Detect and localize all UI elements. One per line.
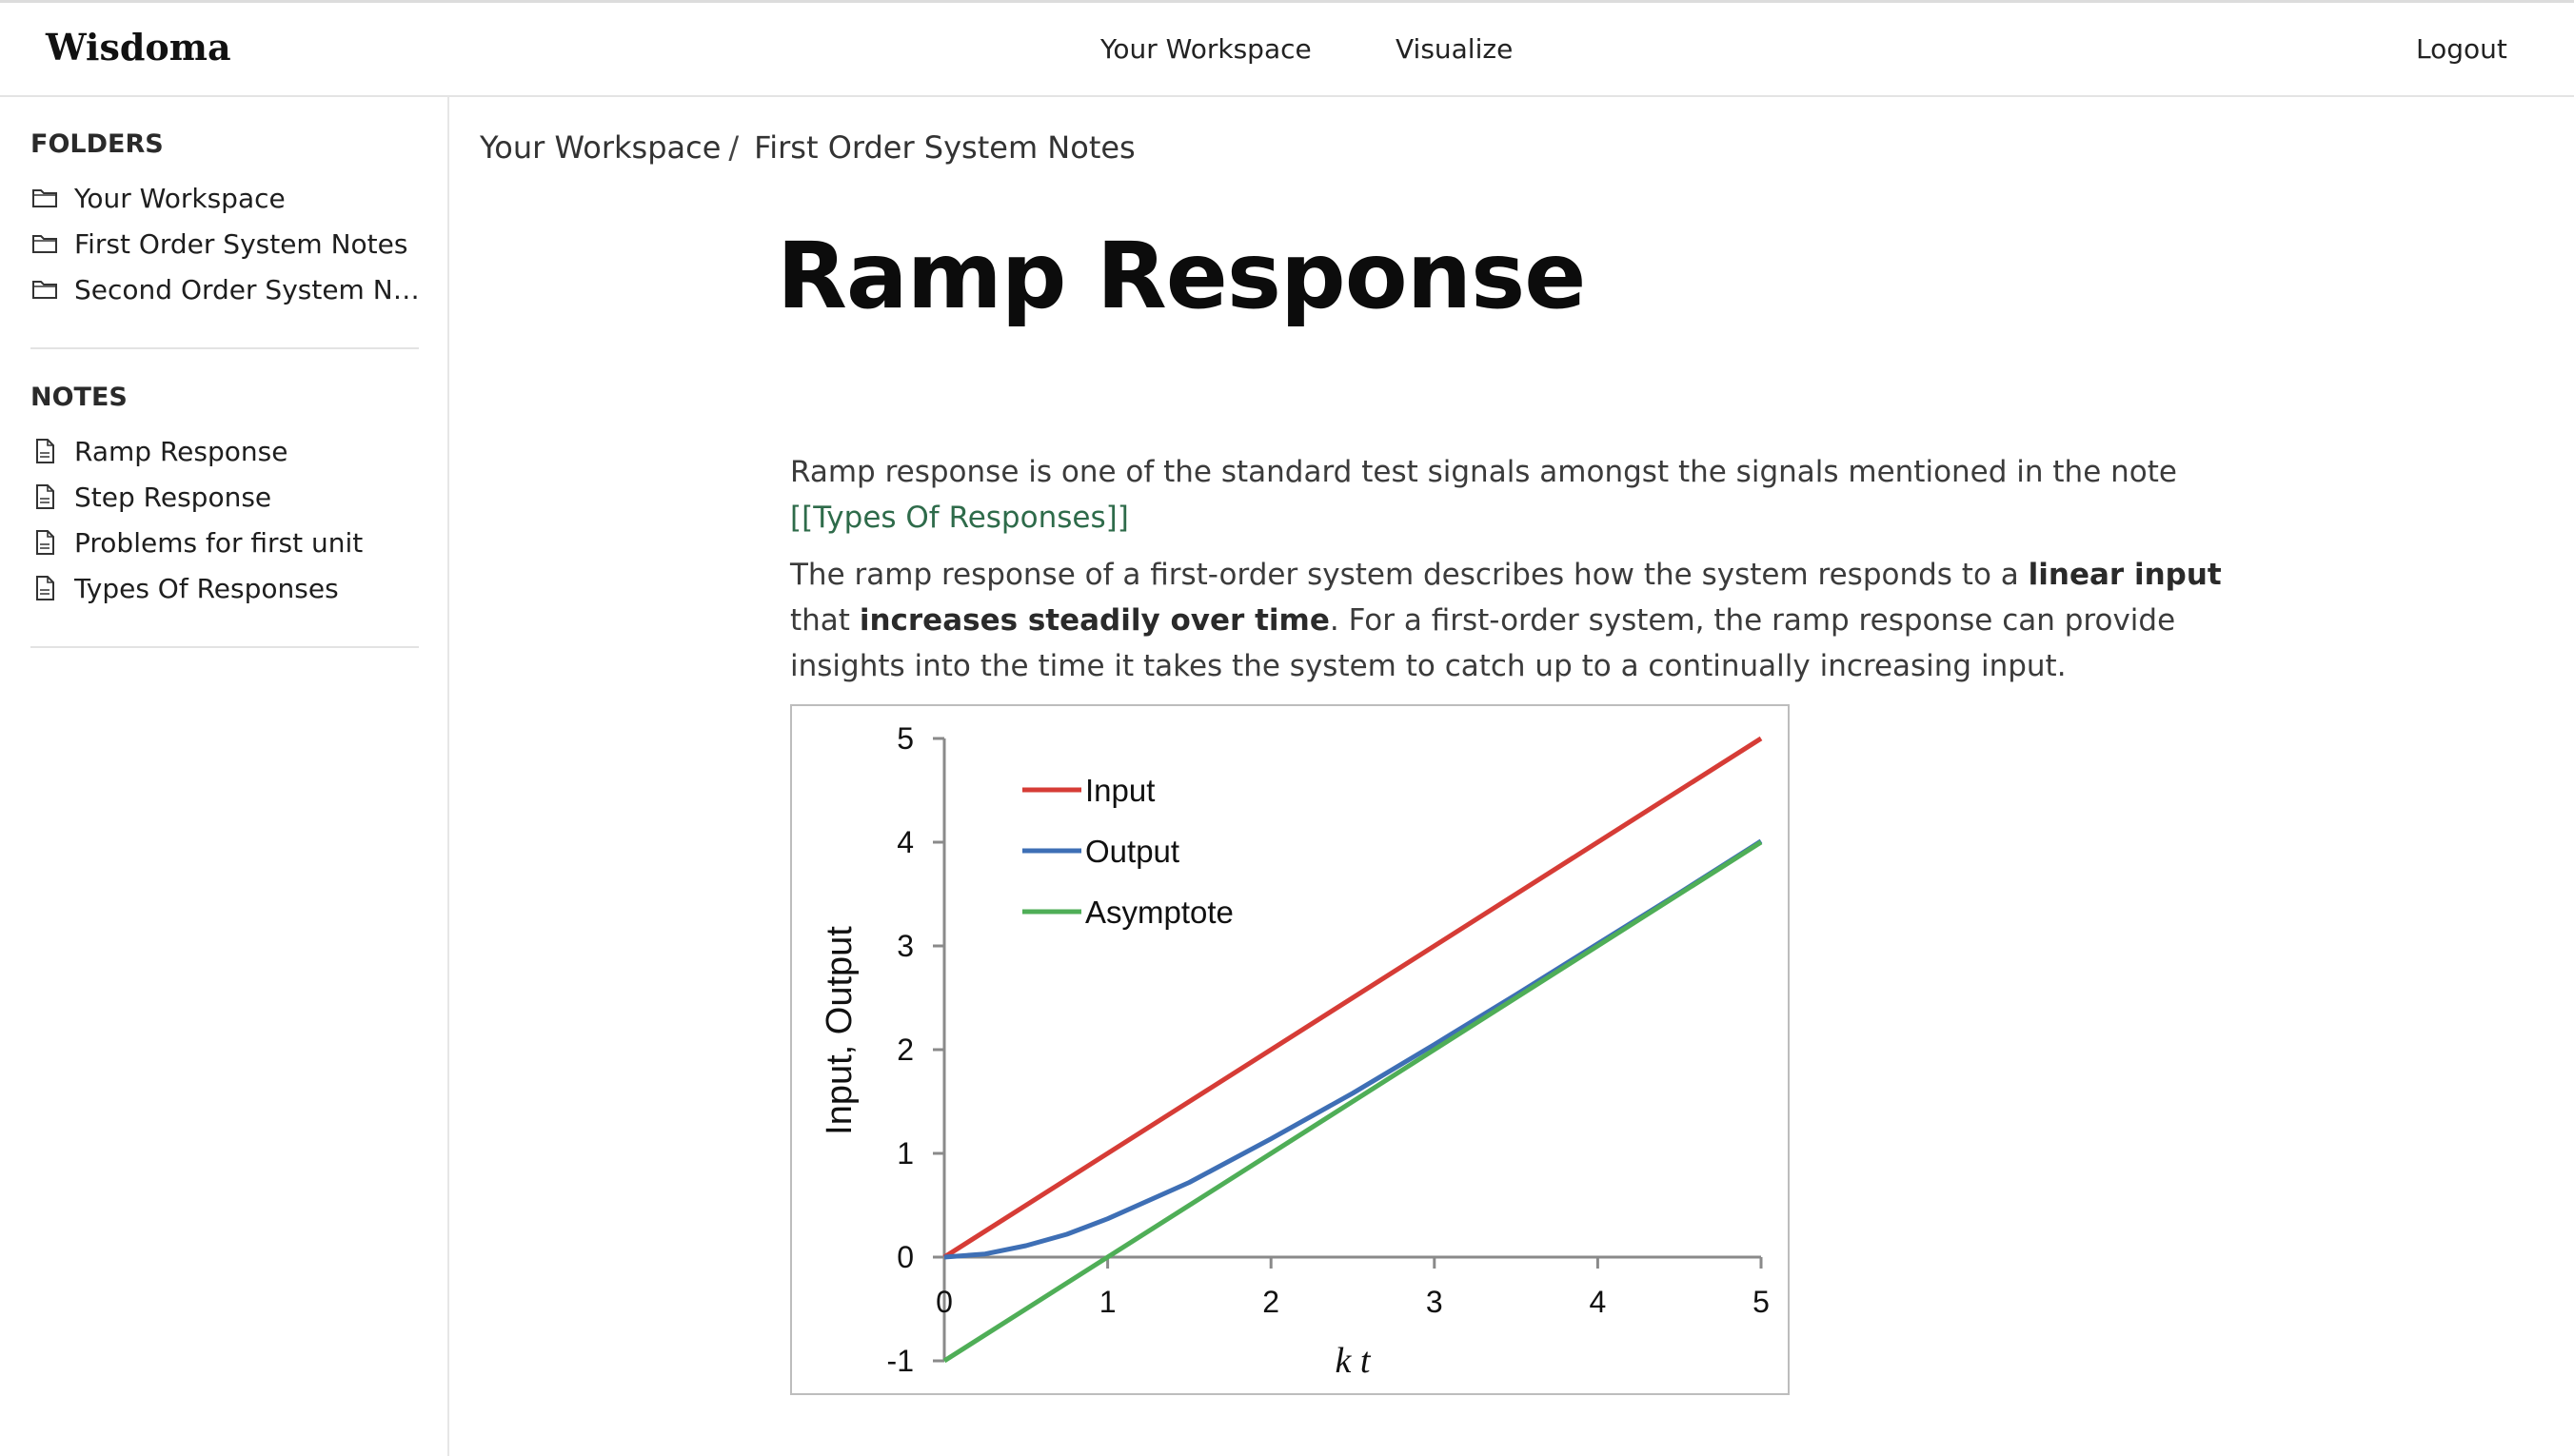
folder-label: First Order System Notes (74, 227, 408, 260)
series-line-asymptote (942, 839, 1763, 1364)
paragraph-1: Ramp response is one of the standard tes… (790, 449, 2275, 541)
y-tick-label: 3 (897, 929, 914, 963)
x-axis-label: k t (1336, 1341, 1372, 1381)
top-navbar: Wisdoma Your Workspace Visualize Logout (0, 0, 2574, 97)
note-content: Ramp response is one of the standard tes… (790, 449, 2275, 700)
logout-button[interactable]: Logout (2416, 33, 2507, 65)
note-label: Types Of Responses (74, 572, 339, 604)
y-tick-label: 0 (897, 1240, 914, 1274)
note-item-step-response[interactable]: Step Response (30, 476, 271, 518)
bold-linear-input: linear input (2028, 558, 2222, 592)
document-icon (36, 439, 54, 463)
breadcrumb-first-order-system-notes[interactable]: First Order System Notes (754, 129, 1136, 166)
paragraph-1-text: Ramp response is one of the standard tes… (790, 455, 2177, 489)
x-tick-label: 2 (1262, 1285, 1279, 1319)
folder-item-first-order-system-notes[interactable]: First Order System Notes (30, 223, 407, 265)
paragraph-2-text-e: . For a first-order system, the ramp res… (790, 603, 2176, 683)
y-tick-label: 5 (897, 721, 914, 756)
note-label: Problems for first unit (74, 526, 364, 559)
sidebar-divider (30, 347, 419, 349)
breadcrumb: Your Workspace / First Order System Notes (480, 129, 1136, 166)
nav-your-workspace[interactable]: Your Workspace (1100, 33, 1312, 65)
document-icon (36, 484, 54, 509)
x-tick-label: 1 (1099, 1285, 1117, 1319)
folder-label: Your Workspace (74, 182, 286, 214)
paragraph-2-text-a: The ramp response of a first-order syste… (790, 558, 2029, 592)
nav-visualize[interactable]: Visualize (1396, 33, 1514, 65)
bold-increases-steadily: increases steadily over time (859, 603, 1330, 638)
x-tick-label: 4 (1590, 1285, 1607, 1319)
y-tick-label: 4 (897, 825, 914, 859)
brand-logo[interactable]: Wisdoma (46, 26, 231, 69)
series-line-output (943, 838, 1763, 1260)
folder-icon (32, 281, 57, 299)
note-item-problems-for-first-unit[interactable]: Problems for first unit (30, 521, 363, 563)
note-item-ramp-response[interactable]: Ramp Response (30, 430, 287, 472)
legend-label-asymptote: Asymptote (1085, 895, 1234, 930)
ramp-response-figure: -1 0 1 2 3 4 5 0 1 2 3 4 5 Input, Output k t Input Outpu… (790, 704, 1790, 1395)
note-label: Ramp Response (74, 435, 288, 467)
note-label: Step Response (74, 481, 272, 513)
document-icon (36, 530, 54, 555)
paragraph-2: The ramp response of a first-order syste… (790, 552, 2275, 689)
sidebar-divider (30, 646, 419, 648)
y-tick-label: 1 (897, 1136, 914, 1171)
folder-icon (32, 235, 57, 253)
ramp-response-chart: -1 0 1 2 3 4 5 0 1 2 3 4 5 Input, Output k t Input Outpu… (820, 721, 1770, 1381)
wikilink-types-of-responses[interactable]: [[Types Of Responses]] (790, 501, 1129, 535)
y-axis-label: Input, Output (820, 926, 860, 1135)
document-icon (36, 576, 54, 600)
note-item-types-of-responses[interactable]: Types Of Responses (30, 567, 339, 609)
folders-heading: FOLDERS (30, 129, 164, 159)
legend-label-input: Input (1085, 773, 1155, 808)
folder-item-second-order-system-notes[interactable]: Second Order System No... (30, 268, 426, 310)
folder-item-your-workspace[interactable]: Your Workspace (30, 177, 286, 219)
x-tick-label: 5 (1752, 1285, 1770, 1319)
x-tick-label: 0 (936, 1285, 953, 1319)
series-line-input (942, 736, 1763, 1260)
folder-label: Second Order System No... (74, 273, 426, 305)
legend-label-output: Output (1085, 834, 1179, 869)
x-tick-label: 3 (1426, 1285, 1443, 1319)
paragraph-2-text-c: that (790, 603, 860, 638)
page-title: Ramp Response (777, 223, 1586, 329)
y-tick-label: 2 (897, 1033, 914, 1067)
sidebar: FOLDERS Your Workspace First Order Syste… (0, 97, 449, 1456)
breadcrumb-your-workspace[interactable]: Your Workspace (480, 129, 722, 166)
folder-icon (32, 189, 57, 207)
notes-heading: NOTES (30, 383, 128, 412)
breadcrumb-separator: / (728, 129, 740, 166)
y-tick-label: -1 (887, 1344, 914, 1378)
